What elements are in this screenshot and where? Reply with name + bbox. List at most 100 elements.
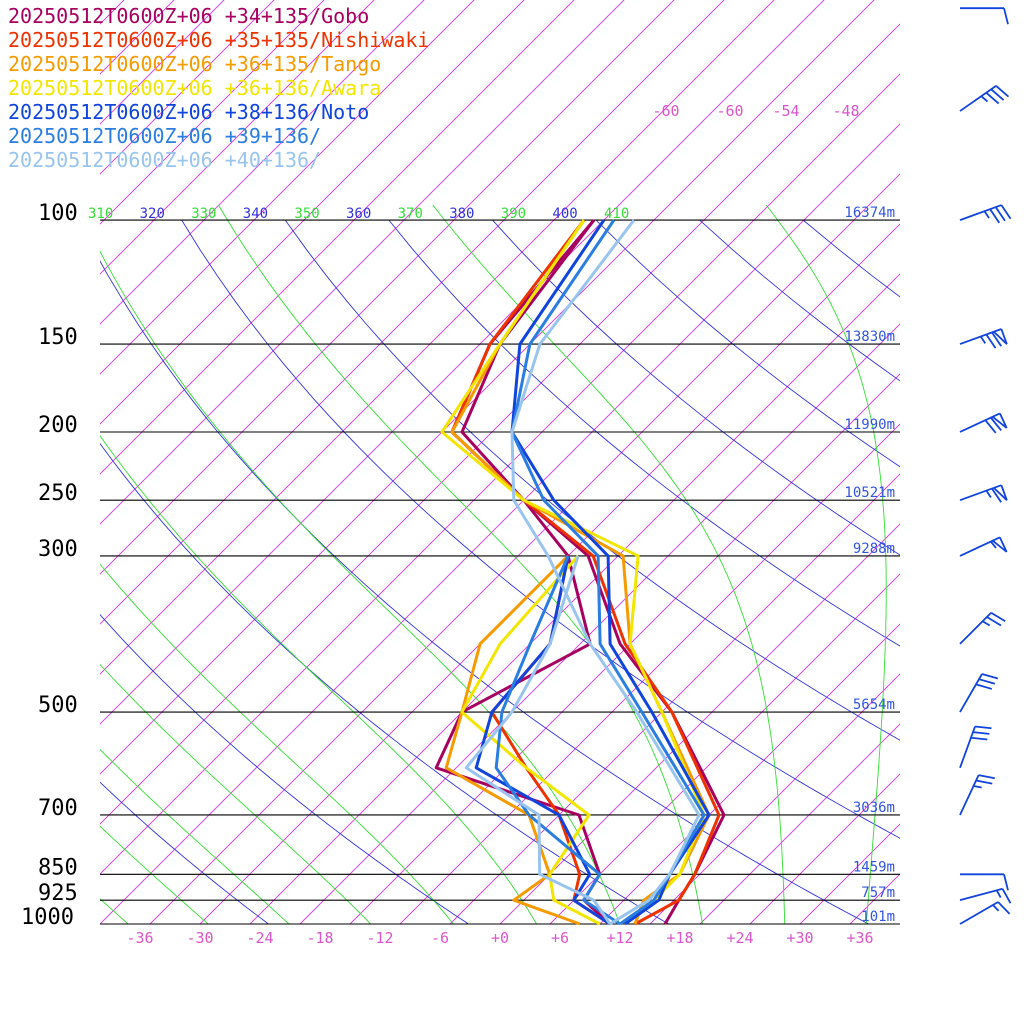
theta-label: 310 bbox=[88, 206, 113, 222]
dewpoint-profile-line bbox=[474, 555, 611, 926]
wind-barb bbox=[959, 612, 1006, 645]
height-label: 13830m bbox=[844, 329, 895, 345]
theta-label: 340 bbox=[243, 206, 268, 222]
theta-label: 350 bbox=[294, 206, 319, 222]
temperature-tick-label: -24 bbox=[246, 929, 273, 947]
wind-barb bbox=[959, 673, 999, 713]
wind-barb bbox=[959, 85, 1010, 112]
height-label: 10521m bbox=[844, 485, 895, 501]
moist-adiabat-line bbox=[100, 748, 290, 924]
pressure-label: 100 bbox=[38, 201, 78, 226]
dewpoint-profile-line bbox=[444, 554, 581, 926]
wind-barb bbox=[959, 774, 995, 816]
upper-isotherm-label: -54 bbox=[772, 102, 799, 120]
wind-barb bbox=[959, 328, 1008, 349]
isotherm-line bbox=[549, 573, 900, 924]
moist-adiabat-line bbox=[217, 205, 704, 924]
isotherm-line bbox=[499, 523, 900, 924]
pressure-label: 150 bbox=[38, 325, 78, 350]
dewpoint-profile-line bbox=[434, 219, 612, 926]
height-label: 11990m bbox=[844, 417, 895, 433]
pressure-label: 1000 bbox=[21, 905, 74, 930]
height-label: 9288m bbox=[853, 541, 895, 557]
dewpoint-profile-line bbox=[464, 555, 612, 925]
temperature-tick-label: -6 bbox=[431, 929, 449, 947]
temperature-profile-line bbox=[440, 219, 706, 926]
legend-entry: 20250512T0600Z+06 +38+136/Noto bbox=[8, 100, 369, 124]
wind-barb bbox=[959, 412, 1008, 434]
legend-entry: 20250512T0600Z+06 +36+135/Tango bbox=[8, 52, 381, 76]
temperature-tick-label: +18 bbox=[666, 929, 693, 947]
isotherm-line bbox=[100, 0, 375, 275]
pressure-label: 500 bbox=[38, 693, 78, 718]
temperature-tick-label: -12 bbox=[366, 929, 393, 947]
theta-label: 330 bbox=[191, 206, 216, 222]
isotherm-line bbox=[249, 273, 900, 924]
temperature-tick-label: -36 bbox=[126, 929, 153, 947]
pressure-label: 200 bbox=[38, 413, 78, 438]
theta-label: 410 bbox=[604, 206, 629, 222]
temperature-profile-line bbox=[450, 219, 721, 926]
theta-label: 370 bbox=[398, 206, 423, 222]
dry-adiabat-line bbox=[100, 614, 470, 924]
upper-isotherm-label: -48 bbox=[832, 102, 859, 120]
dry-adiabat-line bbox=[100, 781, 270, 924]
dry-adiabat-line bbox=[100, 442, 670, 924]
isotherm-line bbox=[799, 823, 900, 924]
pressure-label: 700 bbox=[38, 796, 78, 821]
theta-label: 380 bbox=[449, 206, 474, 222]
temperature-tick-label: +12 bbox=[606, 929, 633, 947]
wind-barb bbox=[960, 7, 1009, 25]
dry-adiabat-line bbox=[388, 219, 900, 647]
legend-entry: 20250512T0600Z+06 +34+135/Gobo bbox=[8, 4, 369, 28]
isotherm-line bbox=[749, 773, 900, 924]
height-label: 16374m bbox=[844, 205, 895, 221]
height-label: 101m bbox=[861, 909, 895, 925]
dry-adiabat-line bbox=[699, 219, 900, 382]
temperature-profile-line bbox=[510, 219, 701, 926]
dry-adiabat-line bbox=[492, 219, 900, 556]
isotherm-line bbox=[100, 0, 475, 375]
isotherm-line bbox=[100, 0, 425, 325]
theta-label: 390 bbox=[501, 206, 526, 222]
isotherm-line bbox=[899, 923, 900, 924]
height-label: 5654m bbox=[853, 697, 895, 713]
temperature-tick-label: +24 bbox=[726, 929, 753, 947]
pressure-label: 850 bbox=[38, 855, 78, 880]
moist-adiabat-group bbox=[100, 205, 887, 924]
legend-entry: 20250512T0600Z+06 +36+136/Awara bbox=[8, 76, 381, 100]
dry-adiabat-line bbox=[181, 219, 900, 839]
dry-adiabat-line bbox=[802, 219, 900, 298]
isotherm-line bbox=[100, 0, 525, 425]
dewpoint-profile-line bbox=[460, 554, 601, 926]
isotherm-line bbox=[100, 0, 325, 225]
temperature-tick-label: -18 bbox=[306, 929, 333, 947]
legend-entry: 20250512T0600Z+06 +40+136/ bbox=[8, 148, 321, 172]
theta-label: 400 bbox=[552, 206, 577, 222]
moist-adiabat-line bbox=[100, 825, 209, 924]
wind-barbs bbox=[959, 7, 1012, 925]
legend-entry: 20250512T0600Z+06 +35+135/Nishiwaki bbox=[8, 28, 429, 52]
isotherm-line bbox=[100, 0, 275, 175]
isotherm-line bbox=[699, 723, 900, 924]
pressure-label: 925 bbox=[38, 881, 78, 906]
dry-adiabat-line bbox=[284, 219, 900, 741]
temperature-tick-label: -30 bbox=[186, 929, 213, 947]
isotherm-line bbox=[449, 473, 900, 924]
wind-barb bbox=[959, 901, 1011, 925]
moist-adiabat-line bbox=[432, 205, 786, 924]
moist-adiabat-line bbox=[100, 250, 621, 924]
temperature-tick-label: +0 bbox=[491, 929, 509, 947]
wind-barb bbox=[960, 873, 1009, 891]
theta-label: 360 bbox=[346, 206, 371, 222]
dry-adiabat-line bbox=[100, 260, 870, 924]
moist-adiabat-line bbox=[100, 663, 372, 924]
wind-barb bbox=[959, 484, 1008, 503]
height-label: 757m bbox=[861, 885, 895, 901]
moist-adiabat-line bbox=[100, 435, 538, 924]
pressure-label: 250 bbox=[38, 481, 78, 506]
pressure-label: 300 bbox=[38, 537, 78, 562]
wind-barb bbox=[959, 725, 992, 769]
height-label: 1459m bbox=[853, 859, 895, 875]
